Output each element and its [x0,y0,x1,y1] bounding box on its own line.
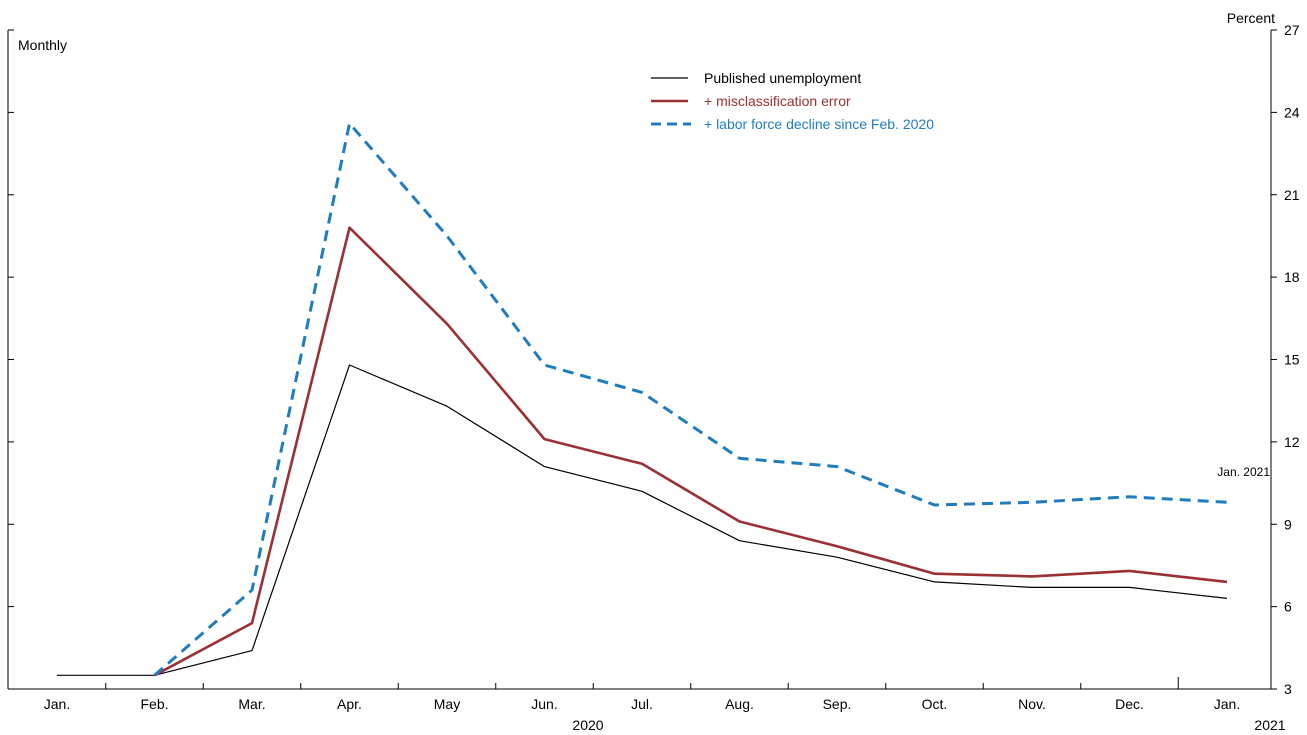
series-line-labor-force [153,121,1228,677]
x-tick-label: May [434,696,460,712]
axes [7,30,1272,690]
y-tick-label: 18 [1284,269,1300,285]
x-tick-label: Jun. [531,696,557,712]
x-tick-label: Apr. [337,696,362,712]
series-layer [57,121,1228,677]
year-label-2021: 2021 [1254,717,1285,733]
legend-label-published: Published unemployment [704,70,861,86]
x-tick-label: Jan. [1214,696,1240,712]
x-tick-label: Mar. [238,696,265,712]
x-tick-label: Feb. [140,696,168,712]
y-unit-label: Percent [1227,10,1275,26]
y-tick-label: 3 [1284,681,1292,697]
y-tick-label: 15 [1284,352,1300,368]
y-tick-label: 6 [1284,599,1292,615]
y-tick-label: 12 [1284,434,1300,450]
legend-item-published: Published unemployment [651,70,861,86]
y-tick-label: 24 [1284,104,1300,120]
y-tick-label: 9 [1284,516,1292,532]
x-tick-label: Jul. [631,696,653,712]
y-ticks: 3 6 9 12 15 18 21 24 27 [8,22,1300,697]
year-label-2020: 2020 [572,717,603,733]
legend-label-labor-force: + labor force decline since Feb. 2020 [704,116,934,132]
y-tick-label: 27 [1284,22,1300,38]
x-tick-label: Sep. [823,696,852,712]
x-tick-label: Aug. [725,696,754,712]
frequency-label: Monthly [18,37,67,53]
legend: Published unemployment + misclassificati… [651,70,934,132]
x-tick-label: Nov. [1018,696,1046,712]
annotation-label: Jan. 2021 [1217,465,1270,479]
series-line-misclassification [153,226,1228,677]
x-tick-label: Jan. [44,696,70,712]
x-ticks: Jan. Feb. Mar. Apr. May Jun. Jul. Aug. Sep. Oct. N… [44,677,1240,712]
x-tick-label: Dec. [1115,696,1144,712]
x-tick-label: Oct. [922,696,948,712]
legend-item-labor-force: + labor force decline since Feb. 2020 [651,116,934,132]
legend-item-misclassification: + misclassification error [651,93,851,109]
legend-label-misclassification: + misclassification error [704,93,851,109]
series-line-published [57,364,1228,676]
y-tick-label: 21 [1284,187,1300,203]
